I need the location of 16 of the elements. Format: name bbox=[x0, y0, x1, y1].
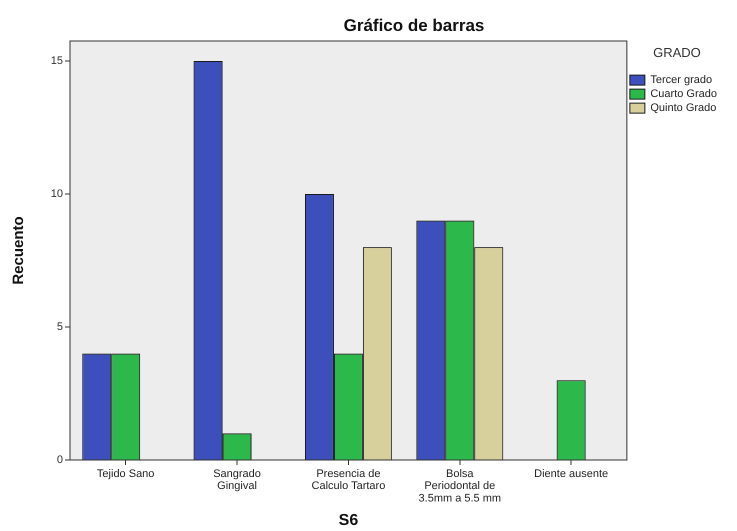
y-tick-label: 0 bbox=[56, 454, 63, 466]
y-axis-title: Recuento bbox=[10, 216, 28, 285]
legend-title: GRADO bbox=[653, 45, 701, 60]
x-axis-title: S6 bbox=[338, 512, 358, 529]
x-tick-label: Presencia de Calculo Tartaro bbox=[312, 468, 386, 492]
legend-label: Quinto Grado bbox=[650, 102, 716, 114]
legend-label: Tercer grado bbox=[650, 74, 712, 86]
x-tick-label: Tejido Sano bbox=[96, 468, 154, 480]
x-tick-label: Diente ausente bbox=[534, 468, 608, 480]
y-tick-label: 15 bbox=[50, 54, 63, 67]
legend-label: Cuarto Grado bbox=[650, 88, 718, 100]
y-tick-label: 5 bbox=[56, 321, 63, 334]
x-tick-label: Bolsa Periodontal de 3.5mm a 5.5 mm bbox=[418, 468, 502, 504]
y-tick-label: 10 bbox=[50, 188, 63, 200]
x-tick-label: Sangrado Gingival bbox=[213, 468, 261, 492]
chart-title: Gráfico de barras bbox=[342, 16, 486, 36]
